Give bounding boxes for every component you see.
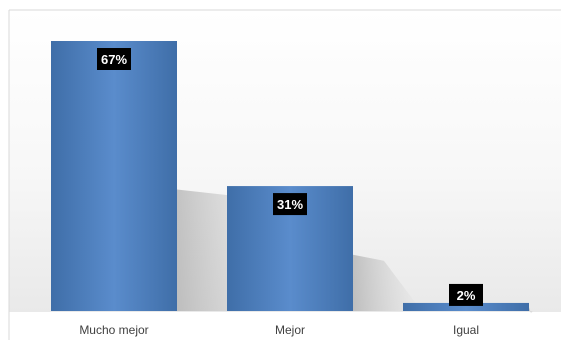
data-label: 31% (273, 193, 307, 216)
bar (51, 41, 177, 311)
bars (51, 41, 529, 311)
x-tick-label: Mucho mejor (79, 323, 148, 337)
data-label-box (449, 283, 483, 306)
data-label-text: 67% (101, 52, 127, 67)
bar (403, 302, 529, 311)
x-axis-tick-labels: Mucho mejor Mejor Igual (79, 323, 479, 337)
bar-shadow (353, 254, 422, 311)
data-label-text: 2% (457, 288, 476, 303)
x-tick-label: Mejor (275, 323, 305, 337)
data-labels: 67% 31% 2% (97, 48, 483, 306)
data-label-box (97, 48, 131, 70)
bar-shadow (529, 307, 534, 314)
data-label-text: 31% (277, 197, 303, 212)
data-label: 67% (97, 48, 131, 70)
data-label: 2% (449, 283, 483, 306)
data-label-box (273, 193, 307, 216)
x-tick-label: Igual (453, 323, 479, 337)
